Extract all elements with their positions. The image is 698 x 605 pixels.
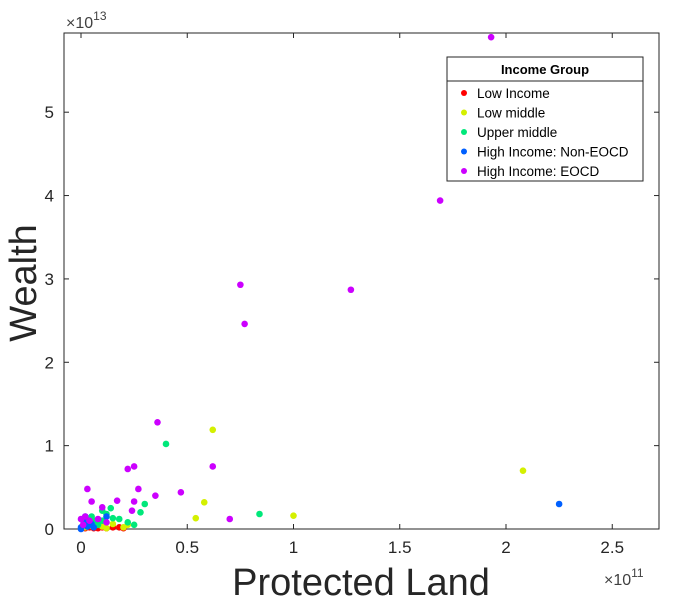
data-point: [130, 498, 138, 505]
y-tick-label: 2: [45, 353, 54, 372]
data-point: [519, 467, 527, 474]
x-tick-label: 0.5: [175, 538, 199, 557]
data-point: [128, 507, 136, 514]
y-tick-label: 0: [45, 520, 54, 539]
data-point: [209, 463, 217, 470]
y-axis: 0 1 2 3 4 5: [45, 103, 659, 539]
data-point: [98, 504, 106, 511]
legend-entry: High Income: Non-EOCD: [477, 145, 629, 160]
data-point: [487, 33, 495, 41]
data-point: [109, 520, 117, 528]
legend-marker: [461, 109, 467, 116]
data-point: [113, 497, 121, 504]
data-point: [103, 519, 110, 526]
legend-marker: [461, 129, 467, 135]
data-point: [109, 514, 117, 522]
x-tick-label: 1.5: [388, 538, 412, 557]
data-point: [94, 515, 102, 523]
legend-entry: Low Income: [477, 86, 550, 101]
data-point: [347, 286, 355, 294]
data-point: [130, 521, 138, 529]
legend-marker: [461, 148, 467, 155]
y-exponent-label: ×1013: [66, 9, 107, 32]
data-point: [152, 492, 159, 499]
data-points: [77, 33, 563, 533]
data-point: [120, 524, 127, 531]
data-point: [436, 197, 444, 204]
data-point: [79, 521, 87, 529]
y-tick-label: 5: [45, 103, 54, 122]
data-point: [84, 485, 91, 493]
data-point: [86, 517, 93, 524]
data-point: [241, 320, 248, 328]
x-tick-label: 1: [289, 538, 298, 557]
legend-marker: [461, 168, 467, 174]
y-tick-label: 1: [45, 437, 54, 456]
x-tick-label: 0: [76, 538, 85, 557]
data-point: [154, 418, 161, 426]
legend-title: Income Group: [501, 62, 589, 77]
data-point: [103, 524, 110, 532]
data-point: [290, 512, 297, 519]
legend-entry: Low middle: [477, 106, 545, 121]
data-point: [162, 440, 170, 448]
data-point: [237, 281, 244, 289]
x-axis: 0 0.5 1 1.5 2 2.5: [76, 33, 624, 557]
data-point: [137, 509, 144, 516]
data-point: [124, 519, 132, 526]
legend-marker: [461, 90, 467, 96]
legend-entry: Upper middle: [477, 125, 557, 140]
y-axis-title: Wealth: [3, 224, 45, 342]
data-point: [130, 463, 138, 470]
data-point: [115, 515, 123, 523]
legend: Income Group Low Income Low middle Upper m…: [446, 56, 644, 182]
data-point: [256, 510, 263, 518]
data-point: [77, 515, 85, 523]
data-point: [124, 465, 132, 473]
data-point: [192, 514, 200, 522]
data-point: [555, 500, 563, 508]
y-tick-label: 4: [45, 187, 54, 206]
data-point: [135, 485, 142, 493]
legend-box: [446, 56, 644, 182]
data-point: [103, 513, 110, 520]
x-axis-title: Protected Land: [232, 562, 490, 604]
legend-entry: High Income: EOCD: [477, 164, 600, 179]
x-tick-label: 2: [501, 538, 510, 557]
data-point: [177, 489, 185, 496]
y-tick-label: 3: [45, 270, 54, 289]
data-point: [141, 500, 149, 508]
data-point: [209, 426, 217, 434]
data-point: [90, 524, 98, 531]
x-tick-label: 2.5: [600, 538, 624, 557]
x-exponent-label: ×1011: [604, 566, 644, 589]
data-point: [88, 498, 95, 505]
data-point: [200, 499, 208, 506]
data-point: [226, 515, 234, 523]
data-point: [107, 504, 115, 512]
